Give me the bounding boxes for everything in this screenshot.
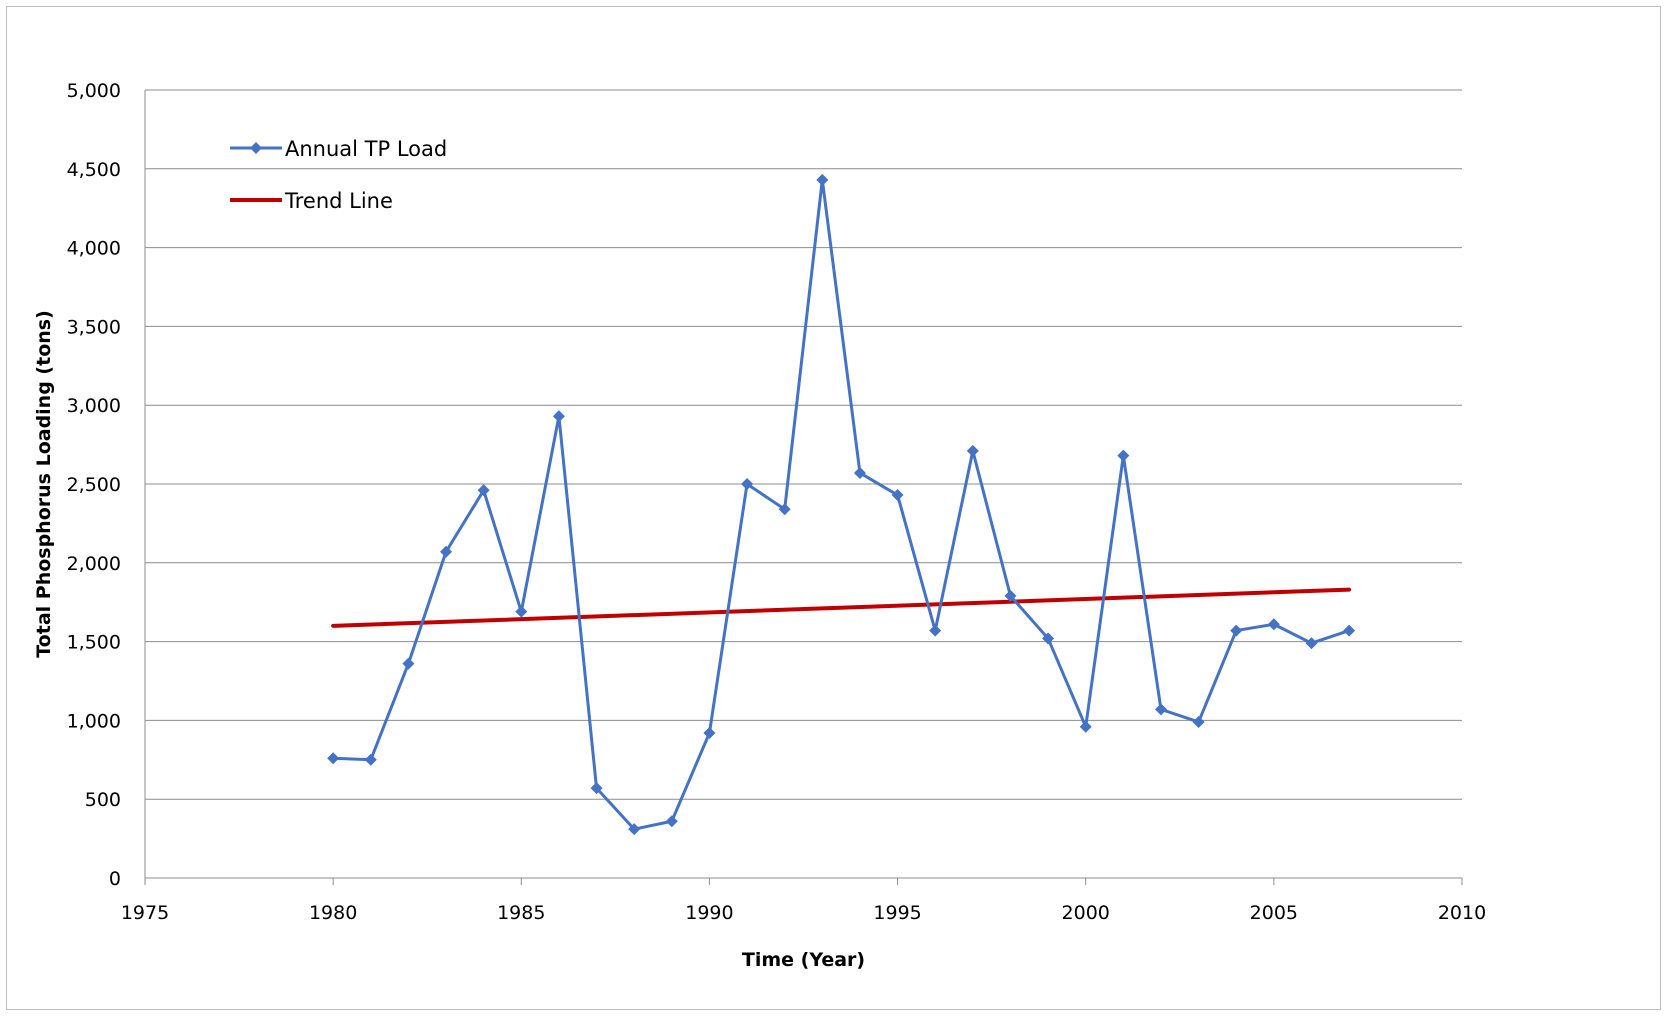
y-tick-label: 5,000: [67, 80, 121, 102]
series-line-annual-tp-load: [333, 178, 1350, 831]
data-point-annual-tp-load: [853, 466, 866, 479]
data-point-annual-tp-load: [778, 503, 791, 516]
y-tick-label: 2,000: [67, 553, 121, 575]
x-tick-label: 2005: [1250, 902, 1298, 924]
y-tick-label: 2,500: [67, 474, 121, 496]
data-point-annual-tp-load: [515, 605, 528, 618]
x-axis-title: Time (Year): [742, 949, 865, 971]
chart-frame: [6, 6, 1661, 1010]
x-tick-label: 1995: [873, 902, 921, 924]
y-tick-label: 0: [109, 868, 121, 890]
gridlines: [145, 89, 1462, 800]
x-tick-label: 1980: [309, 902, 357, 924]
data-point-annual-tp-load: [327, 752, 340, 765]
data-point-annual-tp-load: [891, 489, 904, 502]
legend-label-annual-tp-load: Annual TP Load: [285, 137, 447, 161]
x-tick-label: 1975: [121, 902, 169, 924]
data-point-annual-tp-load: [816, 173, 829, 186]
data-point-annual-tp-load: [1192, 715, 1205, 728]
data-point-annual-tp-load: [440, 545, 453, 558]
y-tick-label: 3,500: [67, 316, 121, 338]
y-tick-labels: 0 500 1,000 1,500 2,000 2,500 3,000 3,500 4,000 4…: [67, 80, 121, 890]
y-tick-label: 1,500: [67, 632, 121, 654]
y-axis-title: Total Phosphorus Loading (tons): [33, 310, 55, 658]
data-point-annual-tp-load: [402, 657, 415, 670]
data-point-annual-tp-load: [552, 410, 565, 423]
data-point-annual-tp-load: [929, 624, 942, 637]
x-tick-label: 2010: [1438, 902, 1486, 924]
y-tick-label: 500: [85, 789, 121, 811]
data-point-annual-tp-load: [1154, 703, 1167, 716]
data-point-annual-tp-load: [1230, 624, 1243, 637]
data-point-annual-tp-load: [1042, 632, 1055, 645]
data-point-annual-tp-load: [741, 478, 754, 490]
y-tick-label: 4,500: [67, 159, 121, 181]
x-tick-label: 1985: [497, 902, 545, 924]
data-point-annual-tp-load: [1305, 637, 1318, 650]
data-point-annual-tp-load: [364, 753, 377, 766]
data-point-annual-tp-load: [1343, 624, 1356, 637]
y-tick-label: 3,000: [67, 395, 121, 417]
data-point-annual-tp-load: [1267, 618, 1280, 631]
legend-label-trend-line: Trend Line: [284, 189, 393, 213]
data-point-annual-tp-load: [1004, 589, 1017, 602]
x-tick-labels: 1975 1980 1985 1990 1995 2000 2005 2010: [121, 902, 1486, 924]
series-layer: [327, 173, 1356, 836]
data-point-annual-tp-load: [1079, 720, 1092, 733]
data-point-annual-tp-load: [477, 484, 490, 497]
data-point-annual-tp-load: [703, 727, 716, 740]
y-tick-label: 1,000: [67, 710, 121, 732]
series-line-trend-line: [331, 587, 1352, 628]
data-point-annual-tp-load: [966, 444, 979, 457]
data-point-annual-tp-load: [1117, 449, 1130, 462]
legend: Annual TP Load Trend Line: [230, 137, 447, 213]
data-point-annual-tp-load: [590, 782, 603, 795]
data-point-annual-tp-load: [628, 823, 641, 836]
axes: [144, 90, 1463, 885]
y-tick-label: 4,000: [67, 238, 121, 260]
x-tick-label: 1990: [685, 902, 733, 924]
x-tick-label: 2000: [1062, 902, 1110, 924]
data-point-annual-tp-load: [665, 815, 678, 828]
legend-marker-annual-tp-load: [250, 142, 262, 154]
